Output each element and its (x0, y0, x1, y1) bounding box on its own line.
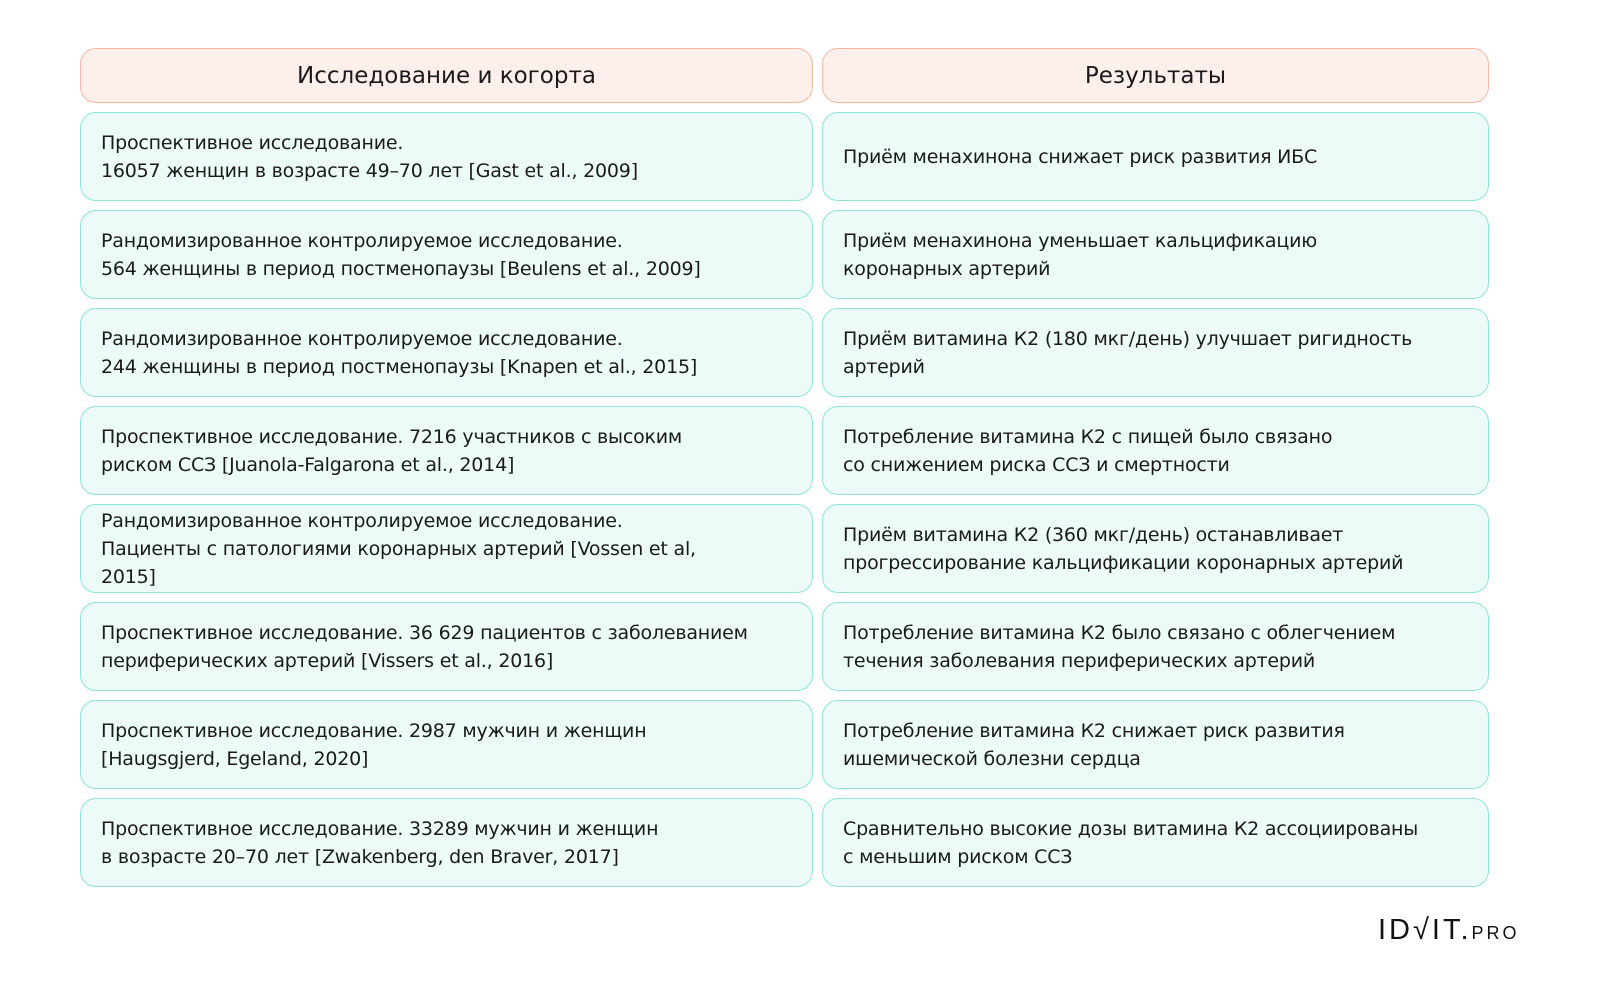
header-results: Результаты (822, 48, 1489, 103)
header-study: Исследование и когорта (80, 48, 813, 103)
result-cell: Приём витамина К2 (360 мкг/день) останав… (822, 504, 1489, 593)
study-cell: Проспективное исследование. 16057 женщин… (80, 112, 813, 201)
idvit-logo: ID√IT.PRO (1378, 914, 1520, 947)
study-cell: Проспективное исследование. 2987 мужчин … (80, 700, 813, 789)
result-cell: Сравнительно высокие дозы витамина К2 ас… (822, 798, 1489, 887)
study-cell: Проспективное исследование. 36 629 пацие… (80, 602, 813, 691)
study-cell: Рандомизированное контролируемое исследо… (80, 504, 813, 593)
study-cell: Проспективное исследование. 33289 мужчин… (80, 798, 813, 887)
studies-table: Исследование и когорта Результаты Проспе… (80, 48, 1489, 887)
result-cell: Потребление витамина К2 снижает риск раз… (822, 700, 1489, 789)
result-cell: Приём менахинона снижает риск развития И… (822, 112, 1489, 201)
result-cell: Приём витамина К2 (180 мкг/день) улучшае… (822, 308, 1489, 397)
logo-main: ID√IT. (1378, 914, 1472, 946)
logo-suffix: PRO (1471, 923, 1520, 943)
study-cell: Рандомизированное контролируемое исследо… (80, 210, 813, 299)
result-cell: Потребление витамина К2 с пищей было свя… (822, 406, 1489, 495)
study-cell: Рандомизированное контролируемое исследо… (80, 308, 813, 397)
study-cell: Проспективное исследование. 7216 участни… (80, 406, 813, 495)
result-cell: Потребление витамина К2 было связано с о… (822, 602, 1489, 691)
result-cell: Приём менахинона уменьшает кальцификацию… (822, 210, 1489, 299)
